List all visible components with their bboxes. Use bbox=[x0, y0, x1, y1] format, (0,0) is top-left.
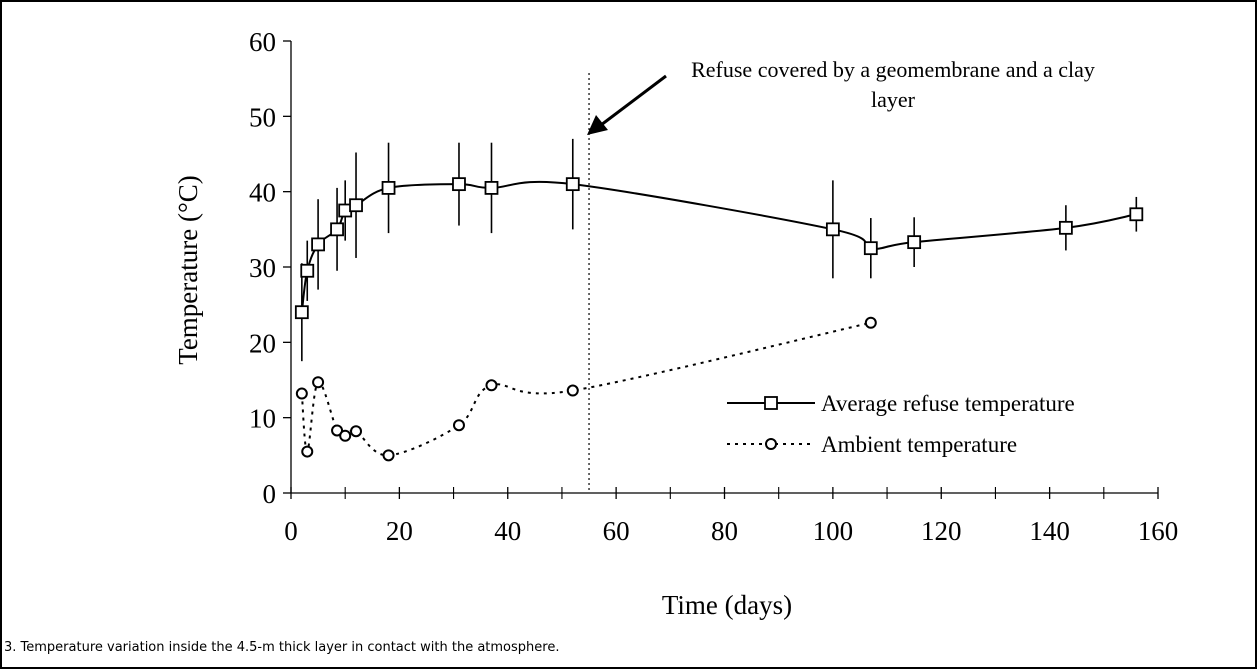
legend-label-average: Average refuse temperature bbox=[821, 391, 1075, 416]
average-point-1 bbox=[300, 263, 315, 278]
average-point-6 bbox=[381, 180, 396, 195]
average-point-5 bbox=[349, 198, 363, 213]
x-tick-label: 80 bbox=[711, 516, 738, 546]
x-tick-label: 140 bbox=[1029, 516, 1070, 546]
y-tick-label: 50 bbox=[249, 102, 276, 132]
ambient-point-9 bbox=[566, 384, 579, 397]
ambient-point-3 bbox=[331, 424, 344, 437]
average-point-2 bbox=[311, 237, 325, 252]
average-point-3 bbox=[330, 222, 344, 237]
x-tick-label: 60 bbox=[603, 516, 630, 546]
ambient-point-2 bbox=[312, 376, 325, 389]
ambient-point-10 bbox=[864, 316, 877, 329]
x-axis-label: Time (days) bbox=[662, 590, 792, 620]
average-point-10 bbox=[825, 222, 840, 237]
y-tick-label: 20 bbox=[249, 328, 276, 358]
axes: 0 10 20 30 40 50 60 0 20 40 60 80 100 120 140 160 bbox=[249, 27, 1178, 546]
ambient-point-6 bbox=[382, 449, 395, 462]
legend-label-ambient: Ambient temperature bbox=[821, 432, 1017, 457]
ambient-point-7 bbox=[452, 419, 465, 432]
y-tick-label: 60 bbox=[249, 27, 276, 57]
x-tick-label: 0 bbox=[284, 516, 298, 546]
legend-marker-average bbox=[764, 396, 778, 410]
x-tick-label: 120 bbox=[921, 516, 962, 546]
average-point-12 bbox=[907, 235, 922, 250]
annotation-text-line1: Refuse covered by a geomembrane and a cl… bbox=[691, 57, 1095, 82]
ambient-point-0 bbox=[295, 387, 308, 400]
average-point-14 bbox=[1129, 207, 1144, 222]
y-tick-label: 10 bbox=[249, 404, 276, 434]
y-tick-label: 40 bbox=[249, 178, 276, 208]
annotation-arrowhead bbox=[587, 115, 608, 135]
ambient-point-5 bbox=[350, 425, 363, 438]
legend-marker-ambient bbox=[765, 438, 777, 450]
x-tick-label: 20 bbox=[386, 516, 413, 546]
y-tick-label: 0 bbox=[263, 479, 277, 509]
average-point-0 bbox=[294, 305, 309, 320]
y-tick-label: 30 bbox=[249, 253, 276, 283]
x-tick-label: 40 bbox=[494, 516, 521, 546]
ambient-point-1 bbox=[301, 445, 314, 458]
figure-caption: 3. Temperature variation inside the 4.5-… bbox=[4, 640, 560, 655]
annotation: Refuse covered by a geomembrane and a cl… bbox=[587, 57, 1095, 493]
x-tick-label: 160 bbox=[1138, 516, 1179, 546]
average-point-11 bbox=[863, 241, 878, 256]
series-layer bbox=[294, 138, 1144, 462]
x-tick-label: 100 bbox=[813, 516, 854, 546]
ambient-point-4 bbox=[339, 429, 352, 442]
average-refuse-temperature-line bbox=[300, 180, 1137, 313]
average-point-13 bbox=[1058, 220, 1073, 235]
y-axis-label: Temperature (°C) bbox=[173, 175, 203, 365]
average-point-9 bbox=[565, 177, 580, 192]
ambient-temperature-line bbox=[300, 321, 872, 457]
average-point-7 bbox=[452, 177, 466, 192]
ambient-point-8 bbox=[485, 379, 498, 392]
annotation-text-line2: layer bbox=[871, 87, 916, 112]
annotation-arrow bbox=[600, 74, 667, 127]
legend: Average refuse temperature Ambient tempe… bbox=[727, 391, 1075, 457]
average-point-8 bbox=[484, 180, 499, 195]
